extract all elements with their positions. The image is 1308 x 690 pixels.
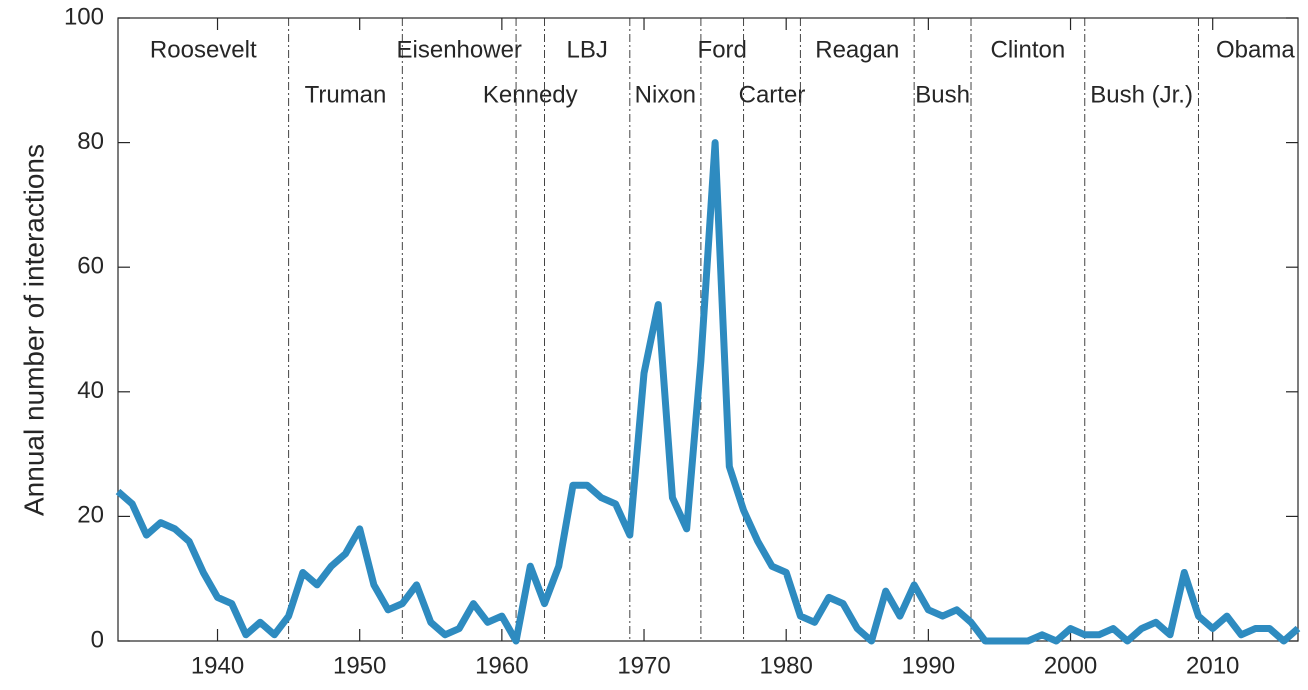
y-tick-label: 60 [77,253,104,280]
y-tick-label: 20 [77,502,104,529]
y-tick-label: 80 [77,128,104,155]
x-tick-label: 2000 [1044,652,1097,679]
president-label: Carter [739,81,806,108]
y-tick-label: 100 [64,3,104,30]
president-label: Truman [305,81,387,108]
president-label: Eisenhower [397,36,522,63]
president-label: Bush [915,81,970,108]
president-label: Bush (Jr.) [1090,81,1193,108]
x-tick-label: 1980 [759,652,812,679]
y-tick-label: 0 [91,626,104,653]
x-tick-label: 1940 [191,652,244,679]
y-tick-label: 40 [77,377,104,404]
president-label: Reagan [815,36,899,63]
x-tick-label: 1970 [617,652,670,679]
president-label: LBJ [566,36,607,63]
president-label: Kennedy [483,81,578,108]
x-tick-label: 2010 [1186,652,1239,679]
president-label: Clinton [991,36,1066,63]
president-label: Roosevelt [150,36,257,63]
x-tick-label: 1960 [475,652,528,679]
y-axis-label: Annual number of interactions [18,144,49,516]
x-tick-label: 1990 [902,652,955,679]
president-label: Ford [698,36,747,63]
president-label: Nixon [635,81,696,108]
president-label: Obama [1216,36,1295,63]
data-line [115,139,1301,645]
x-tick-label: 1950 [333,652,386,679]
axes-box [117,17,1299,642]
